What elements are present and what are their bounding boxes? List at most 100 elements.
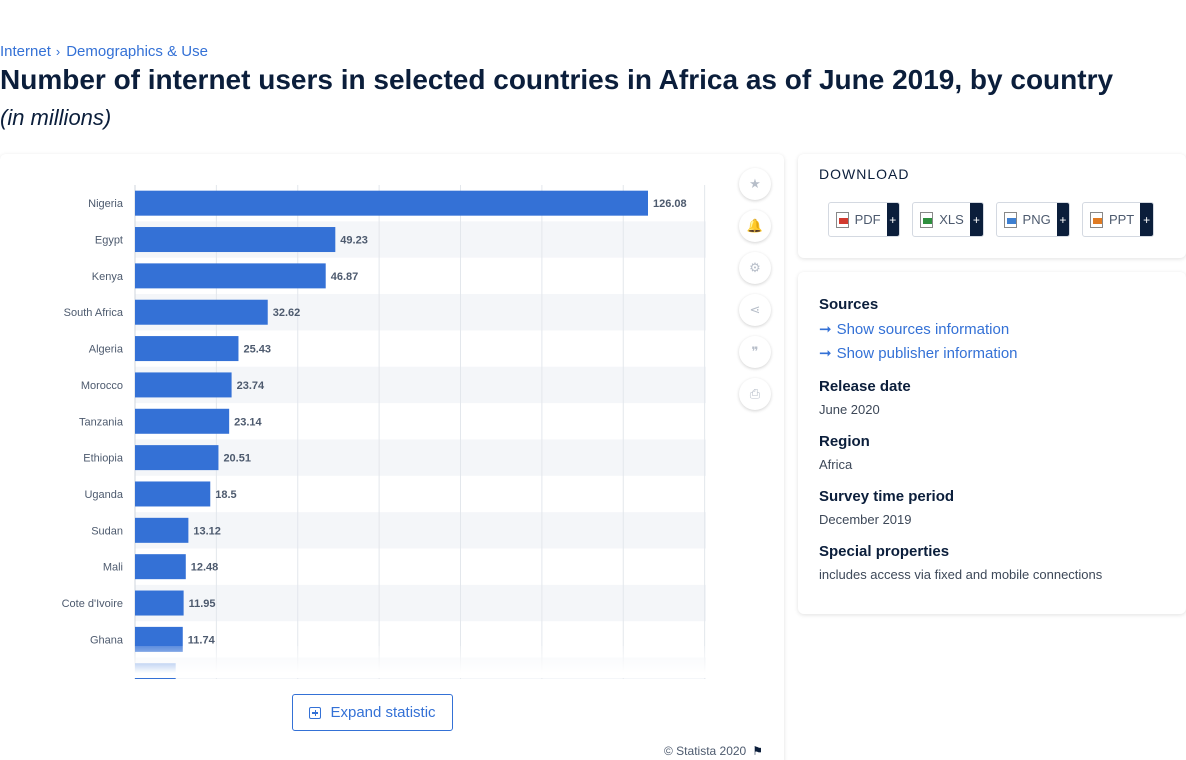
- bar-south-africa: [135, 299, 268, 325]
- value-label: 12.48: [191, 562, 219, 574]
- row-stripe: [135, 439, 706, 476]
- category-label: Cote d'Ivoire: [62, 598, 123, 610]
- arrow-right-icon: ➞: [819, 321, 832, 338]
- download-xls-plus[interactable]: +: [969, 203, 983, 236]
- value-label: 13.12: [193, 525, 221, 537]
- png-file-icon: [1004, 211, 1017, 228]
- expand-statistic-label: Expand statistic: [330, 704, 436, 721]
- favorite-icon[interactable]: ★: [739, 168, 771, 200]
- row-stripe: [135, 512, 706, 549]
- bar-algeria: [135, 336, 239, 362]
- row-stripe: [135, 584, 706, 622]
- expand-plus-icon: [309, 706, 322, 719]
- category-label: Kenya: [92, 271, 124, 283]
- bar-egypt: [135, 227, 336, 253]
- value-label: 20.51: [223, 453, 251, 465]
- special-properties-heading: Special properties: [819, 543, 950, 560]
- release-date-value: June 2020: [819, 402, 880, 417]
- bar-tanzania: [135, 408, 230, 434]
- download-buttons: PDF + XLS + PNG + PPT +: [828, 202, 1166, 237]
- value-label: 23.14: [234, 416, 262, 428]
- region-value: Africa: [819, 457, 853, 472]
- arrow-right-icon: ➞: [819, 345, 832, 362]
- category-label: Sudan: [91, 525, 123, 537]
- download-png-button[interactable]: PNG +: [996, 202, 1070, 237]
- report-flag-icon[interactable]: ⚑: [752, 744, 763, 758]
- show-sources-label: Show sources information: [836, 320, 1010, 338]
- value-label: 11.74: [188, 634, 216, 646]
- region-heading: Region: [819, 433, 870, 450]
- bar-nigeria: [135, 190, 648, 216]
- download-pdf-plus[interactable]: +: [886, 203, 899, 236]
- expand-statistic-button[interactable]: Expand statistic: [292, 694, 453, 731]
- value-label: 46.87: [331, 271, 359, 283]
- sources-heading: Sources: [819, 296, 879, 313]
- breadcrumb-separator: ›: [55, 44, 61, 59]
- copyright-notice: © Statista 2020 ⚑: [664, 744, 763, 758]
- download-pdf-button[interactable]: PDF +: [828, 202, 900, 237]
- pdf-file-icon: [836, 211, 849, 228]
- bar-partial: [135, 663, 176, 679]
- chart-toolbar: ★ 🔔 ⚙ ⋖ ❞ ⎙: [739, 168, 771, 420]
- release-date-heading: Release date: [819, 378, 911, 395]
- download-png-label: PNG: [1022, 212, 1051, 227]
- breadcrumb-internet-link[interactable]: Internet: [0, 43, 51, 60]
- bar-kenya: [135, 263, 326, 289]
- download-ppt-button[interactable]: PPT +: [1082, 202, 1154, 237]
- bar-mali: [135, 554, 186, 580]
- category-label: South Africa: [64, 307, 124, 319]
- breadcrumb: Internet › Demographics & Use: [0, 43, 208, 60]
- row-stripe: [135, 657, 706, 679]
- download-png-plus[interactable]: +: [1056, 203, 1069, 236]
- category-label: Mali: [103, 562, 123, 574]
- statistic-info-panel: Sources ➞ Show sources information ➞ Sho…: [798, 272, 1186, 614]
- value-label: 23.74: [237, 380, 265, 392]
- bar-morocco: [135, 372, 232, 398]
- category-label: Nigeria: [88, 198, 124, 210]
- download-ppt-plus[interactable]: +: [1140, 203, 1153, 236]
- value-label: 49.23: [340, 235, 368, 247]
- special-properties-value: includes access via fixed and mobile con…: [819, 567, 1103, 582]
- value-label: 126.08: [653, 198, 687, 210]
- category-label: Ghana: [90, 634, 124, 646]
- share-icon[interactable]: ⋖: [739, 294, 771, 326]
- print-icon[interactable]: ⎙: [739, 378, 771, 410]
- category-label: Uganda: [84, 489, 123, 501]
- bar-uganda: [135, 481, 211, 507]
- download-xls-button[interactable]: XLS +: [912, 202, 984, 237]
- download-ppt-label: PPT: [1108, 212, 1135, 227]
- survey-period-value: December 2019: [819, 512, 912, 527]
- value-label: 11.95: [189, 598, 216, 610]
- value-label: 25.43: [243, 344, 271, 356]
- ppt-file-icon: [1090, 211, 1103, 228]
- download-pdf-label: PDF: [854, 212, 881, 227]
- show-publisher-link[interactable]: ➞ Show publisher information: [819, 344, 1018, 363]
- category-label: Algeria: [89, 344, 124, 356]
- xls-file-icon: [920, 211, 934, 228]
- chart-card: Nigeria 126.08 Egypt 49.23 Kenya 46.87 South A…: [0, 154, 784, 760]
- survey-period-heading: Survey time period: [819, 488, 955, 505]
- notification-bell-icon[interactable]: 🔔: [739, 210, 771, 242]
- download-heading: DOWNLOAD: [819, 166, 910, 182]
- show-publisher-label: Show publisher information: [836, 344, 1018, 362]
- breadcrumb-demographics-link[interactable]: Demographics & Use: [66, 43, 208, 60]
- page-title: Number of internet users in selected cou…: [0, 64, 1114, 95]
- copyright-text: © Statista 2020: [664, 744, 747, 758]
- download-panel: DOWNLOAD PDF + XLS + PNG + PPT +: [798, 154, 1186, 258]
- bar-cote-d-ivoire: [135, 590, 184, 616]
- category-label: Egypt: [95, 235, 123, 247]
- bar-sudan: [135, 517, 189, 543]
- page-subtitle: (in millions): [0, 105, 112, 130]
- value-label: 32.62: [273, 307, 301, 319]
- category-label: Tanzania: [79, 416, 124, 428]
- value-label: 18.5: [215, 489, 236, 501]
- cite-quote-icon[interactable]: ❞: [739, 336, 771, 368]
- show-sources-link[interactable]: ➞ Show sources information: [819, 320, 1010, 339]
- bar-chart: Nigeria 126.08 Egypt 49.23 Kenya 46.87 South A…: [62, 185, 706, 679]
- settings-gear-icon[interactable]: ⚙: [739, 252, 771, 284]
- bar-ethiopia: [135, 445, 219, 471]
- download-xls-label: XLS: [939, 212, 964, 227]
- category-label: Ethiopia: [83, 453, 124, 465]
- bar-ghana: [135, 626, 183, 652]
- category-label: Morocco: [81, 380, 123, 392]
